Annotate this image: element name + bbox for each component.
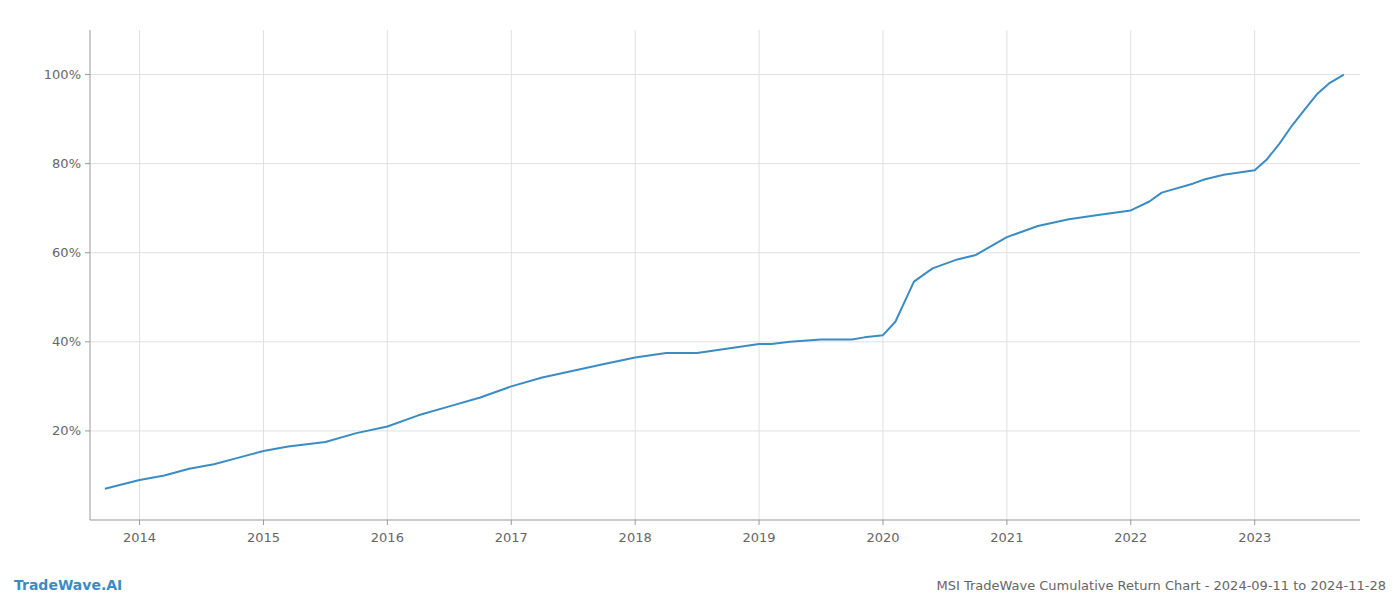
tick-y [85,252,90,253]
tick-label-x: 2017 [495,530,528,545]
tick-label-x: 2018 [619,530,652,545]
tick-label-x: 2014 [123,530,156,545]
grid-line-x [1006,30,1007,520]
grid-line-x [139,30,140,520]
plot-area [105,75,1344,489]
tick-x [882,520,883,525]
grid-line-x [1130,30,1131,520]
grid-line-x [1254,30,1255,520]
grid-line-y [90,430,1360,431]
tick-x [387,520,388,525]
line [105,75,1344,489]
axis-y [90,30,91,520]
tick-y [85,74,90,75]
axes: 2014 2015 2016 2017 2018 2019 2020 2021 2022 2023… [44,30,1360,545]
tick-label-x: 2022 [1114,530,1147,545]
grid-line-x [511,30,512,520]
tick-label-y: 20% [52,423,81,438]
tick-x [635,520,636,525]
tick-label-x: 2015 [247,530,280,545]
grid-line-y [90,74,1360,75]
tick-label-x: 2016 [371,530,404,545]
tick-label-y: 60% [52,245,81,260]
title: MSI TradeWave Cumulative Return Chart - … [936,578,1386,593]
tick-x [1006,520,1007,525]
tick-x [759,520,760,525]
tick-label-y: 80% [52,156,81,171]
watermark: TradeWave.AI [14,577,122,593]
page: {"chart_data": {"type": "line", "title":… [0,0,1400,600]
tick-x [139,520,140,525]
grid-line-x [635,30,636,520]
grid-line-x [882,30,883,520]
tick-y [85,430,90,431]
tick-x [511,520,512,525]
tick-x [1130,520,1131,525]
tick-label-x: 2019 [743,530,776,545]
tick-label-y: 40% [52,334,81,349]
grid-line-x [759,30,760,520]
tick-label-x: 2023 [1238,530,1271,545]
tick-label-x: 2020 [866,530,899,545]
grid-line-x [263,30,264,520]
grid-line-y [90,341,1360,342]
chart: 2014 2015 2016 2017 2018 2019 2020 2021 2022 2023… [0,0,1400,600]
tick-y [85,163,90,164]
grid-line-x [387,30,388,520]
tick-label-y: 100% [44,67,81,82]
grid [90,30,1360,520]
axis-x [90,520,1360,521]
tick-label-x: 2021 [990,530,1023,545]
tick-x [263,520,264,525]
grid-line-y [90,252,1360,253]
tick-x [1254,520,1255,525]
grid-line-y [90,163,1360,164]
tick-y [85,341,90,342]
